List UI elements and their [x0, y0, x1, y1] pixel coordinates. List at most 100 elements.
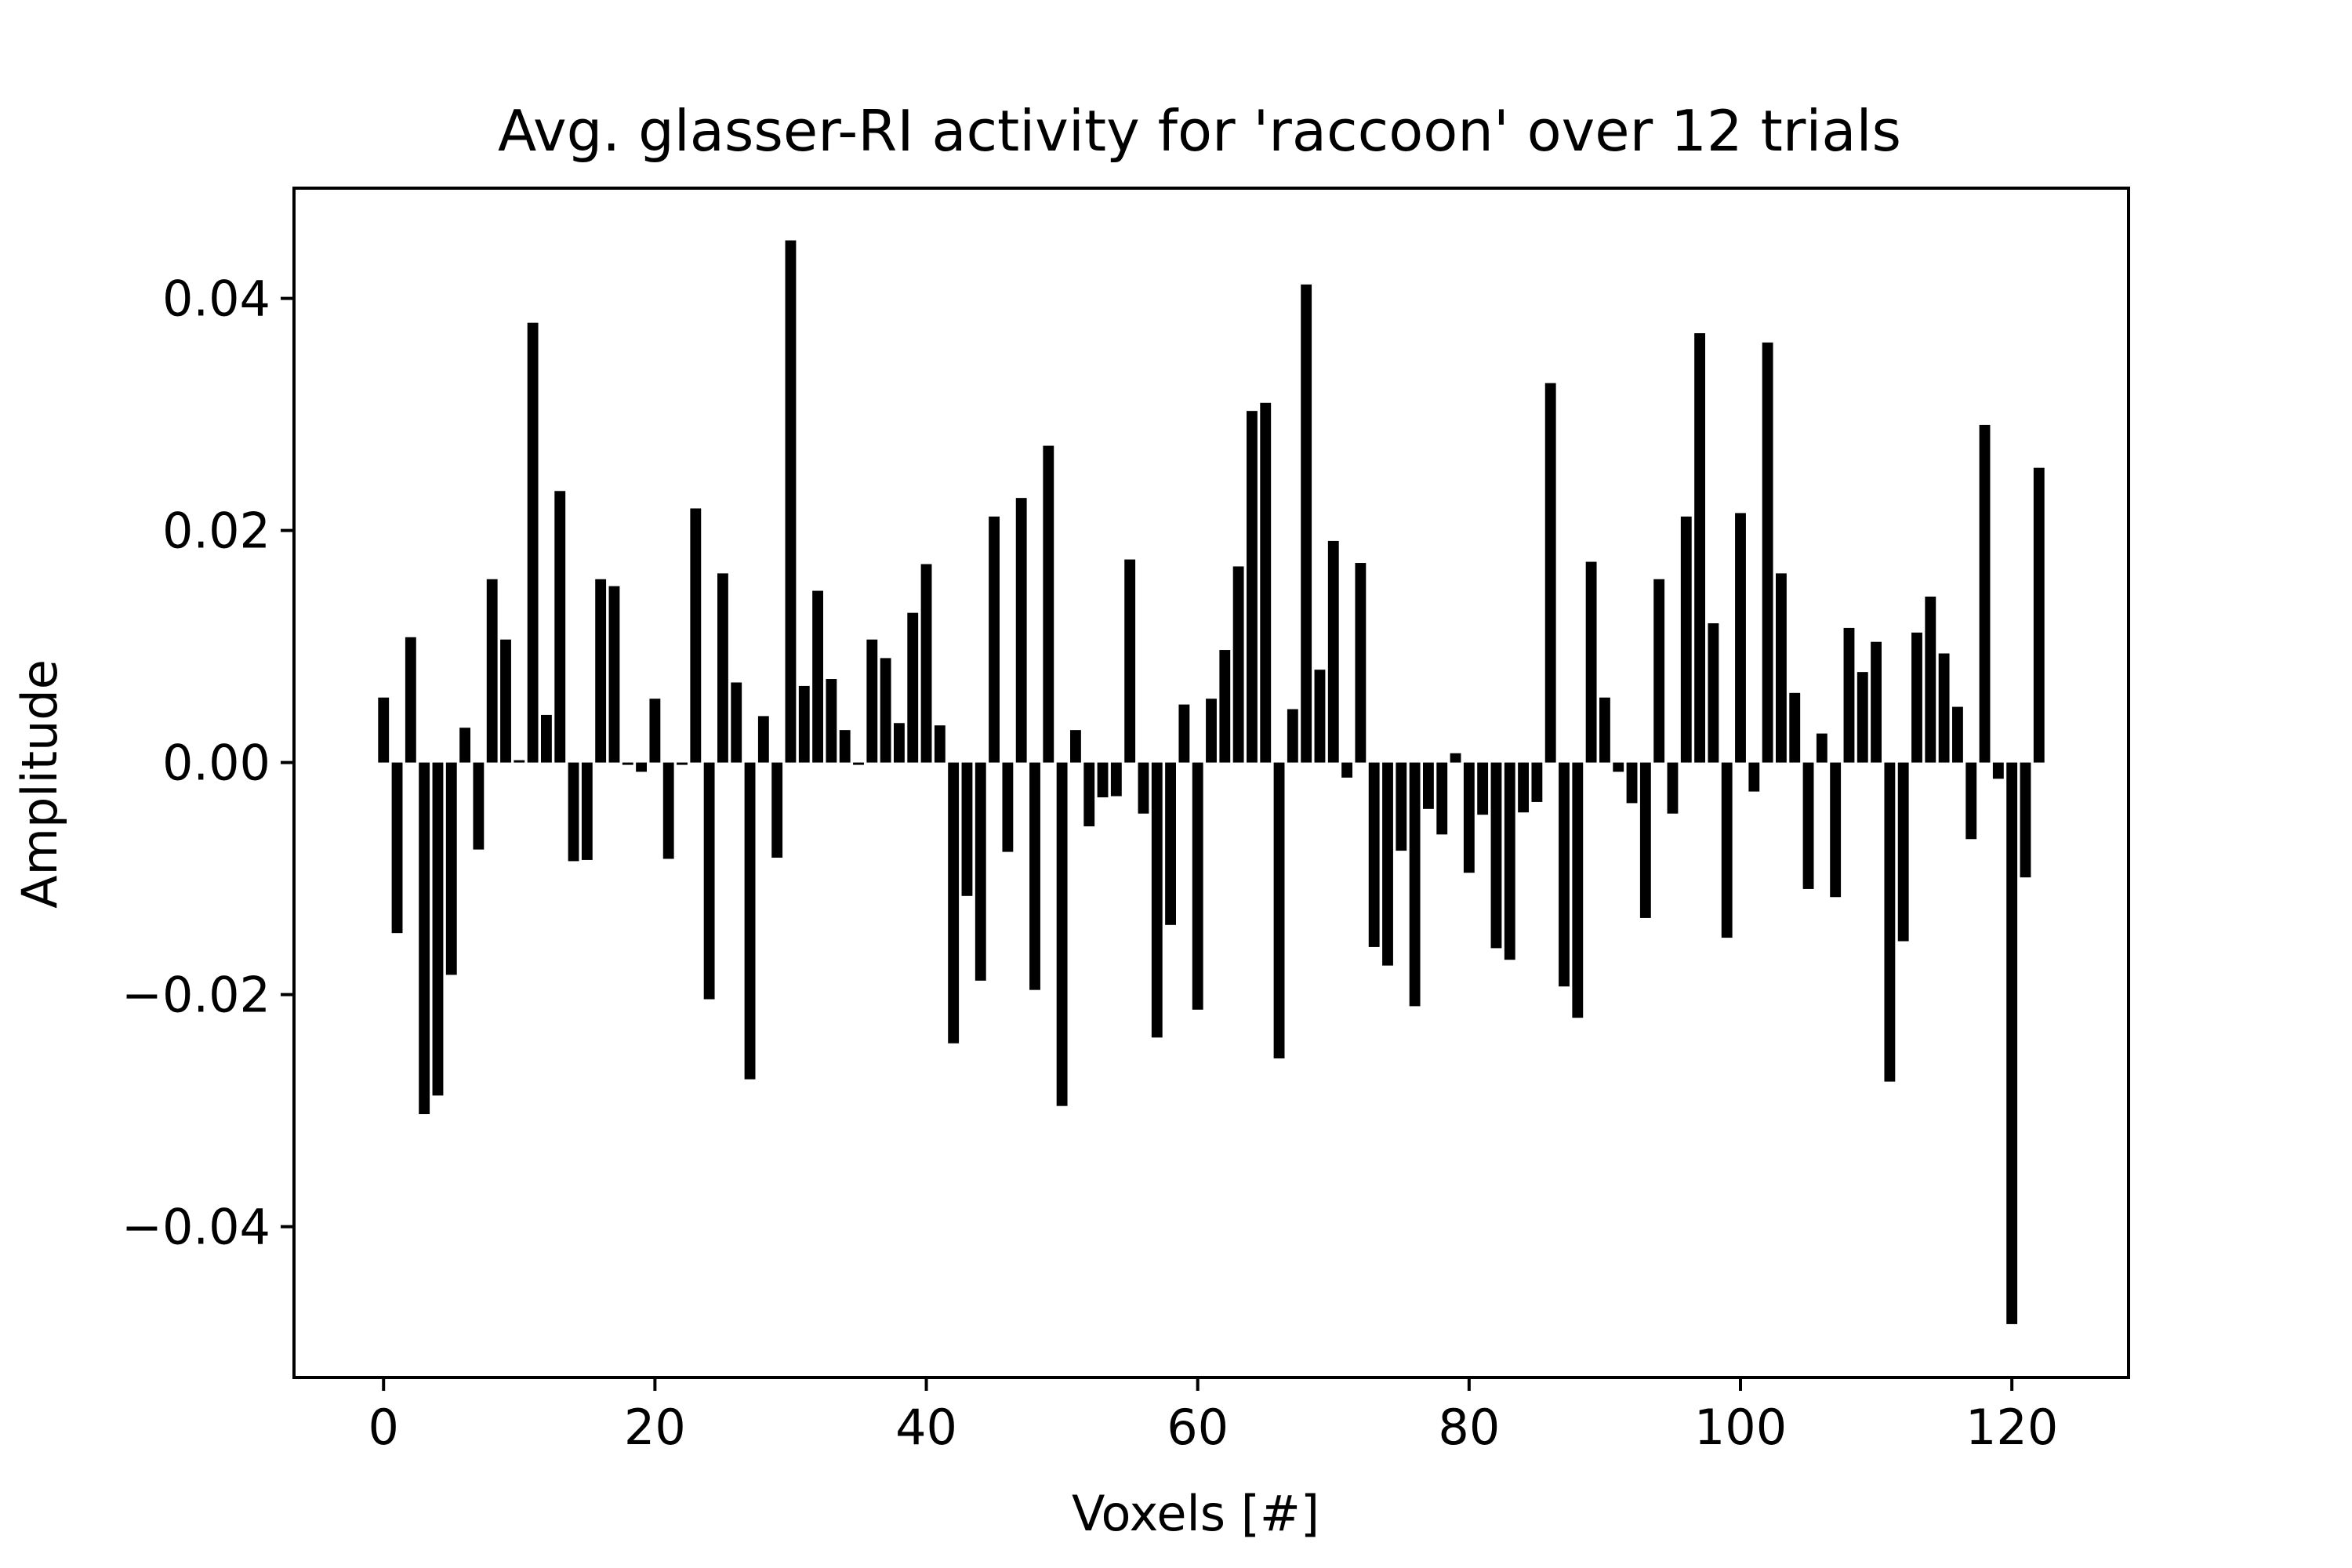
- y-tick-label: 0.04: [162, 270, 270, 328]
- bar-voxel-122: [2033, 467, 2045, 763]
- bar-voxel-94: [1653, 579, 1665, 763]
- bar-voxel-84: [1518, 762, 1529, 813]
- bar-voxel-14: [568, 762, 579, 862]
- bar-voxel-63: [1232, 566, 1244, 763]
- bar-voxel-77: [1423, 762, 1434, 809]
- bar-voxel-79: [1450, 753, 1461, 763]
- bar-voxel-100: [1735, 513, 1746, 763]
- bar-voxel-15: [581, 762, 593, 860]
- bar-voxel-81: [1477, 762, 1489, 815]
- bar-voxel-17: [608, 586, 620, 763]
- bar-voxel-86: [1544, 383, 1556, 763]
- bar-voxel-67: [1287, 709, 1298, 763]
- bar-voxel-10: [514, 760, 525, 763]
- bar-voxel-72: [1355, 563, 1367, 763]
- bar-voxel-106: [1816, 733, 1828, 763]
- bar-voxel-70: [1327, 540, 1339, 763]
- bar-voxel-110: [1871, 641, 1882, 763]
- bar-voxel-107: [1830, 762, 1842, 898]
- bar-voxel-75: [1396, 762, 1407, 851]
- bar-voxel-112: [1897, 762, 1909, 942]
- x-tick-label: 0: [368, 1399, 399, 1456]
- y-tick-label: −0.04: [122, 1199, 270, 1256]
- bar-voxel-76: [1409, 762, 1421, 1007]
- bar-voxel-49: [1043, 445, 1054, 763]
- x-axis-ticks: 0 20 40 60 80 100 120: [368, 1377, 2058, 1456]
- bar-voxel-65: [1260, 402, 1272, 763]
- bar-voxel-31: [798, 685, 810, 763]
- bar-voxel-61: [1206, 699, 1217, 763]
- bar-voxel-9: [500, 639, 511, 763]
- bar-voxel-108: [1843, 627, 1855, 763]
- bar-voxel-103: [1776, 573, 1787, 763]
- bar-voxel-46: [1002, 762, 1014, 852]
- bar-voxel-38: [894, 723, 905, 763]
- bar-voxel-120: [2006, 762, 2018, 1324]
- bar-voxel-47: [1015, 498, 1027, 763]
- bar-voxel-66: [1273, 762, 1285, 1058]
- bar-voxel-83: [1504, 762, 1515, 960]
- y-axis-ticks: −0.04 −0.02 0.00 0.02 0.04: [122, 270, 294, 1256]
- bar-voxel-24: [703, 762, 715, 1000]
- bar-voxel-88: [1572, 762, 1584, 1018]
- bar-voxel-56: [1138, 762, 1149, 814]
- bar-voxel-18: [622, 762, 633, 765]
- bar-voxel-4: [432, 762, 444, 1096]
- bar-voxel-93: [1639, 762, 1651, 918]
- bar-voxel-104: [1789, 692, 1801, 763]
- y-tick-label: −0.02: [122, 967, 270, 1024]
- bar-voxel-105: [1802, 762, 1814, 889]
- bar-voxel-115: [1938, 653, 1950, 763]
- bar-voxel-25: [717, 573, 728, 763]
- bar-voxel-54: [1110, 762, 1122, 797]
- bar-voxel-109: [1857, 672, 1868, 763]
- bar-voxel-33: [826, 679, 837, 763]
- bar-voxel-111: [1884, 762, 1896, 1082]
- y-tick-label: 0.00: [162, 735, 270, 792]
- bar-voxel-51: [1070, 730, 1081, 763]
- y-tick-label: 0.02: [162, 503, 270, 560]
- bar-voxel-102: [1762, 342, 1773, 763]
- bar-voxel-20: [649, 699, 661, 763]
- bar-voxel-0: [378, 697, 390, 763]
- bar-voxel-21: [662, 762, 674, 859]
- bar-voxel-121: [2020, 762, 2031, 878]
- bar-voxel-35: [853, 762, 864, 765]
- bar-voxel-1: [391, 762, 403, 934]
- bar-voxel-68: [1301, 284, 1312, 763]
- bar-voxel-98: [1708, 623, 1719, 763]
- bar-voxel-96: [1680, 516, 1692, 763]
- bar-voxel-45: [989, 516, 1000, 763]
- bar-voxel-73: [1368, 762, 1380, 947]
- bar-voxel-64: [1247, 411, 1258, 763]
- bar-voxel-22: [677, 762, 688, 765]
- bar-voxel-59: [1178, 704, 1190, 763]
- bar-voxel-5: [445, 762, 457, 975]
- bar-voxel-52: [1083, 762, 1095, 826]
- x-tick-label: 100: [1694, 1399, 1787, 1456]
- bar-voxel-11: [527, 322, 539, 763]
- bar-voxel-114: [1925, 596, 1936, 763]
- bar-voxel-91: [1613, 762, 1624, 772]
- bar-voxel-8: [486, 579, 498, 763]
- chart-title: Avg. glasser-RI activity for 'raccoon' o…: [498, 98, 1901, 164]
- bar-voxel-85: [1531, 762, 1543, 802]
- bar-voxel-27: [744, 762, 756, 1080]
- bar-voxel-39: [907, 612, 919, 763]
- plot-frame: [292, 187, 2130, 1379]
- bar-voxel-69: [1314, 670, 1326, 763]
- bar-voxel-40: [920, 564, 932, 763]
- x-tick-label: 20: [624, 1399, 686, 1456]
- bar-voxel-117: [1965, 762, 1977, 840]
- bar-voxel-116: [1952, 706, 1963, 763]
- bar-voxel-2: [405, 637, 416, 763]
- bar-voxel-48: [1029, 762, 1040, 990]
- bar-voxel-32: [812, 590, 823, 763]
- bar-voxel-87: [1559, 762, 1570, 987]
- bar-voxel-53: [1097, 762, 1109, 797]
- bar-voxel-7: [473, 762, 485, 850]
- bar-voxel-89: [1585, 561, 1597, 763]
- bar-voxel-95: [1667, 762, 1679, 814]
- bar-voxel-78: [1436, 762, 1448, 835]
